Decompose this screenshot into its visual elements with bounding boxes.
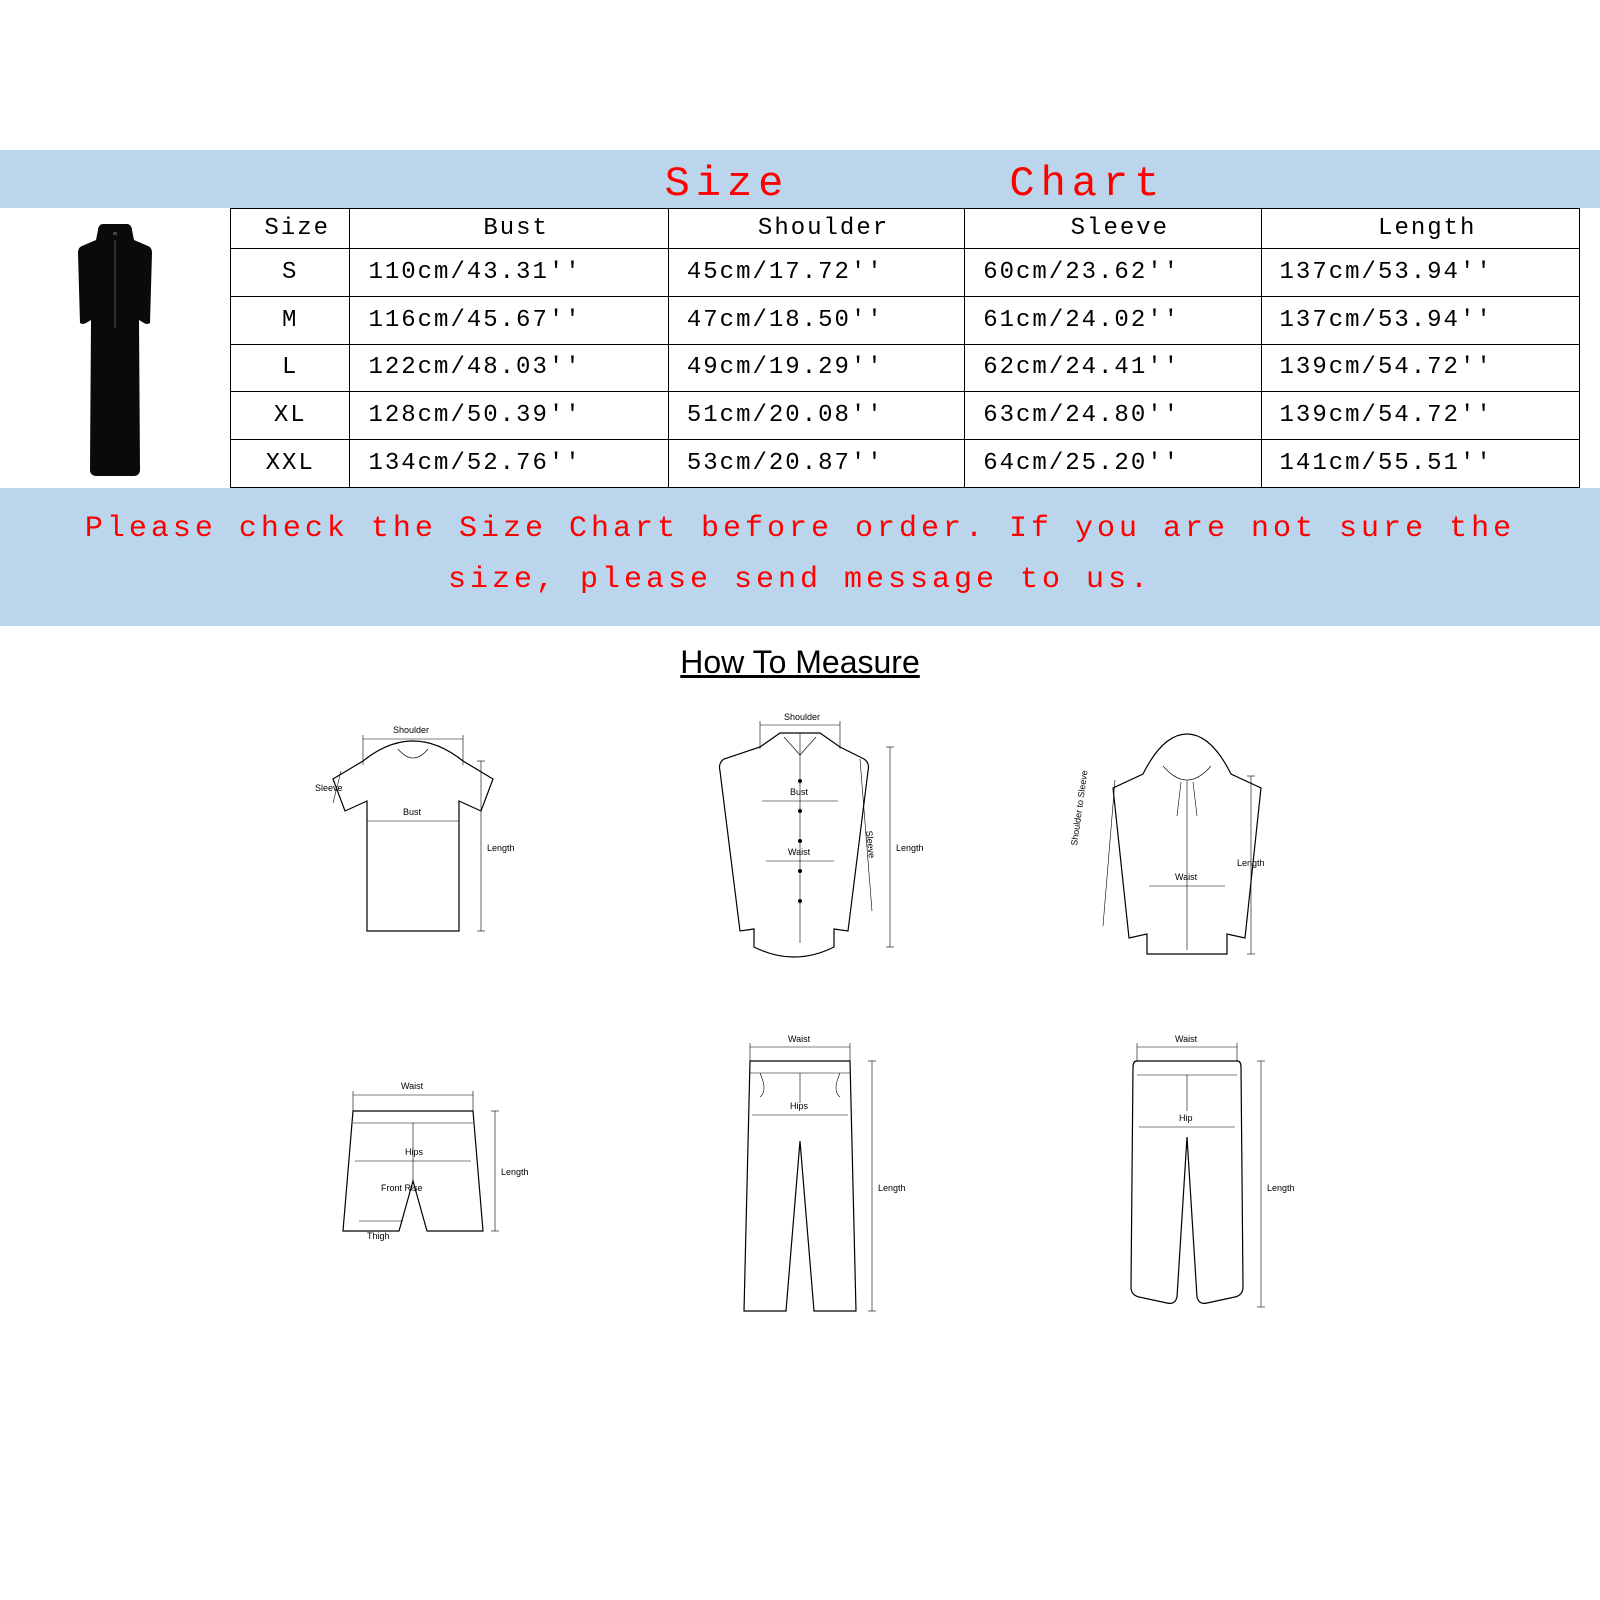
label-sleeve2: Sleeve — [864, 830, 877, 858]
cell-length: 137cm/53.94'' — [1261, 249, 1579, 297]
table-row: XL128cm/50.39''51cm/20.08''63cm/24.80''1… — [231, 392, 1580, 440]
col-size: Size — [231, 209, 350, 249]
label-length4: Length — [501, 1167, 529, 1177]
measure-diagram-grid: Shoulder Bust Sleeve Length — [250, 711, 1350, 1351]
label-hip: Hip — [1179, 1113, 1193, 1123]
diagram-joggers: Waist Hip Length — [1023, 1031, 1350, 1351]
cell-size: XL — [231, 392, 350, 440]
cell-bust: 110cm/43.31'' — [350, 249, 668, 297]
cell-sleeve: 60cm/23.62'' — [965, 249, 1261, 297]
table-row: M116cm/45.67''47cm/18.50''61cm/24.02''13… — [231, 296, 1580, 344]
cell-shoulder: 45cm/17.72'' — [668, 249, 964, 297]
label-waist: Waist — [788, 847, 811, 857]
label-length5: Length — [878, 1183, 906, 1193]
diagram-shirt: Shoulder Bust Waist Sleeve Length — [637, 711, 964, 991]
cell-bust: 122cm/48.03'' — [350, 344, 668, 392]
label-shoulder: Shoulder — [393, 725, 429, 735]
cell-length: 139cm/54.72'' — [1261, 392, 1579, 440]
cell-sleeve: 64cm/25.20'' — [965, 440, 1261, 488]
label-shoulder2: Shoulder — [784, 712, 820, 722]
diagram-jeans: Waist Hips Length — [637, 1031, 964, 1351]
col-shoulder: Shoulder — [668, 209, 964, 249]
size-table: Size Bust Shoulder Sleeve Length S110cm/… — [230, 208, 1580, 488]
table-row: L122cm/48.03''49cm/19.29''62cm/24.41''13… — [231, 344, 1580, 392]
cell-length: 137cm/53.94'' — [1261, 296, 1579, 344]
table-header-row: Size Bust Shoulder Sleeve Length — [231, 209, 1580, 249]
diagram-tshirt: Shoulder Bust Sleeve Length — [250, 711, 577, 991]
cell-bust: 116cm/45.67'' — [350, 296, 668, 344]
cell-sleeve: 61cm/24.02'' — [965, 296, 1261, 344]
title-word-chart: Chart — [1009, 160, 1165, 208]
col-sleeve: Sleeve — [965, 209, 1261, 249]
col-bust: Bust — [350, 209, 668, 249]
label-waist4: Waist — [788, 1034, 811, 1044]
label-shoulder-to-sleeve: Shoulder to Sleeve — [1069, 770, 1089, 847]
label-length6: Length — [1267, 1183, 1295, 1193]
title-band: Size Chart — [0, 150, 1600, 208]
title-word-size: Size — [665, 160, 790, 208]
label-thigh: Thigh — [367, 1231, 390, 1241]
cell-shoulder: 47cm/18.50'' — [668, 296, 964, 344]
cell-bust: 134cm/52.76'' — [350, 440, 668, 488]
diagram-hoodie: Shoulder to Sleeve Waist Length — [1023, 711, 1350, 991]
how-to-measure-title: How To Measure — [0, 644, 1600, 681]
cell-bust: 128cm/50.39'' — [350, 392, 668, 440]
label-length: Length — [487, 843, 515, 853]
cell-size: L — [231, 344, 350, 392]
label-length2: Length — [896, 843, 924, 853]
size-table-row: Size Bust Shoulder Sleeve Length S110cm/… — [0, 208, 1600, 488]
label-hips2: Hips — [790, 1101, 809, 1111]
label-bust: Bust — [403, 807, 422, 817]
robe-icon — [55, 218, 175, 478]
cell-length: 141cm/55.51'' — [1261, 440, 1579, 488]
label-front-rise: Front Rise — [381, 1183, 423, 1193]
label-length3: Length — [1237, 858, 1265, 868]
cell-sleeve: 62cm/24.41'' — [965, 344, 1261, 392]
cell-shoulder: 49cm/19.29'' — [668, 344, 964, 392]
label-sleeve: Sleeve — [315, 783, 343, 793]
cell-length: 139cm/54.72'' — [1261, 344, 1579, 392]
table-row: XXL134cm/52.76''53cm/20.87''64cm/25.20''… — [231, 440, 1580, 488]
notice-text: Please check the Size Chart before order… — [85, 512, 1515, 597]
cell-sleeve: 63cm/24.80'' — [965, 392, 1261, 440]
page-container: Size Chart Size Bust Shoulder Sleeve Len… — [0, 0, 1600, 1351]
label-hips: Hips — [405, 1147, 424, 1157]
table-row: S110cm/43.31''45cm/17.72''60cm/23.62''13… — [231, 249, 1580, 297]
label-waist5: Waist — [1175, 1034, 1198, 1044]
label-waist3: Waist — [401, 1081, 424, 1091]
product-image-cell — [0, 208, 230, 488]
cell-shoulder: 53cm/20.87'' — [668, 440, 964, 488]
notice-band: Please check the Size Chart before order… — [0, 488, 1600, 626]
cell-size: XXL — [231, 440, 350, 488]
cell-size: S — [231, 249, 350, 297]
cell-size: M — [231, 296, 350, 344]
label-waist2: Waist — [1175, 872, 1198, 882]
cell-shoulder: 51cm/20.08'' — [668, 392, 964, 440]
label-bust2: Bust — [790, 787, 809, 797]
col-length: Length — [1261, 209, 1579, 249]
diagram-shorts: Waist Hips Front Rise Thigh Length — [250, 1031, 577, 1351]
